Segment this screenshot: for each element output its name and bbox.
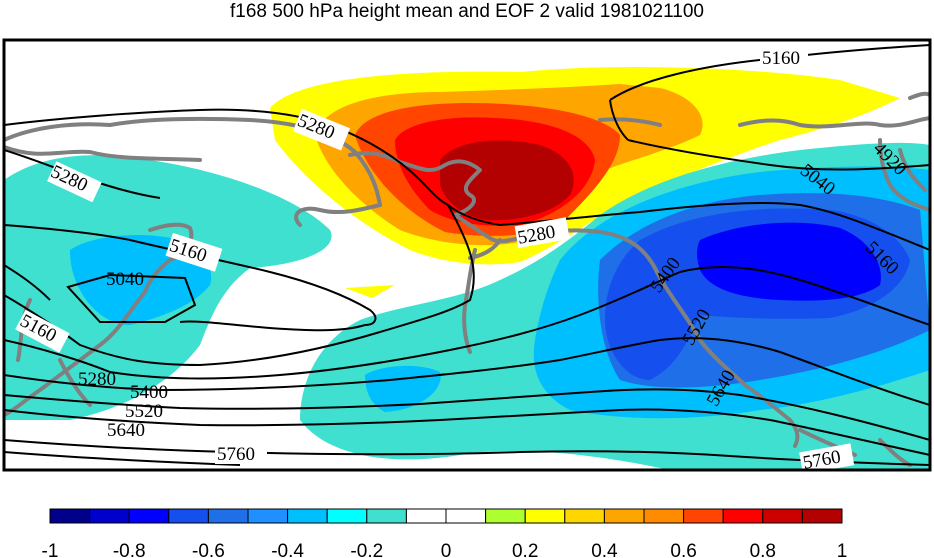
colorbar-swatch — [366, 508, 407, 524]
colorbar-swatch — [445, 508, 487, 524]
colorbar-tick-label: 0.8 — [750, 541, 776, 558]
colorbar-swatch — [128, 508, 170, 524]
contour-label: 5760 — [217, 444, 255, 465]
colorbar-swatch — [722, 508, 764, 524]
contour-labels: 5160 5280 5280 5040 5160 5160 5280 5400 … — [15, 46, 911, 473]
contour-label: 5280 — [78, 369, 116, 390]
colorbar-tick-label: -0.8 — [113, 541, 146, 558]
colorbar-swatch — [168, 508, 209, 524]
colorbar-swatch — [683, 508, 724, 524]
colorbar-swatch — [247, 508, 289, 524]
colorbar-swatch — [287, 508, 328, 524]
colorbar-swatch — [643, 508, 685, 524]
colorbar-tick-label: 0.2 — [512, 541, 538, 558]
colorbar-tick-labels: -1 -0.8 -0.6 -0.4 -0.2 0 0.2 0.4 0.6 0.8 1 — [42, 541, 848, 558]
colorbar-swatch — [801, 508, 843, 524]
colorbar-tick-label: 1 — [837, 541, 848, 558]
colorbar-swatch — [603, 508, 645, 524]
colorbar-swatch — [207, 508, 249, 524]
colorbar-tick-label: 0 — [441, 541, 452, 558]
colorbar-swatch — [564, 508, 605, 524]
colorbar-swatch — [485, 508, 526, 524]
contour-label: 5400 — [130, 382, 168, 403]
contour-label: 5520 — [125, 401, 163, 422]
colorbar — [49, 508, 843, 524]
eof-positive-anomaly — [270, 66, 900, 298]
contour-label: 5040 — [106, 269, 144, 290]
eof-negative-anomaly — [4, 142, 930, 470]
plot-title: f168 500 hPa height mean and EOF 2 valid… — [230, 1, 704, 22]
map-frame — [2, 38, 932, 472]
colorbar-swatch — [762, 508, 803, 524]
colorbar-tick-label: -0.6 — [192, 541, 225, 558]
colorbar-tick-label: 0.4 — [591, 541, 618, 558]
colorbar-tick-label: -0.4 — [271, 541, 304, 558]
colorbar-swatch — [49, 508, 91, 524]
colorbar-tick-label: -0.2 — [350, 541, 383, 558]
colorbar-swatch — [89, 508, 130, 524]
contour-label: 5760 — [801, 446, 842, 473]
contour-label: 5160 — [762, 48, 800, 69]
contour-label: 5640 — [107, 420, 145, 441]
colorbar-tick-label: 0.6 — [670, 541, 696, 558]
colorbar-tick-label: -1 — [42, 541, 59, 558]
colorbar-swatch — [524, 508, 566, 524]
colorbar-swatch — [405, 508, 447, 524]
colorbar-swatch — [326, 508, 368, 524]
